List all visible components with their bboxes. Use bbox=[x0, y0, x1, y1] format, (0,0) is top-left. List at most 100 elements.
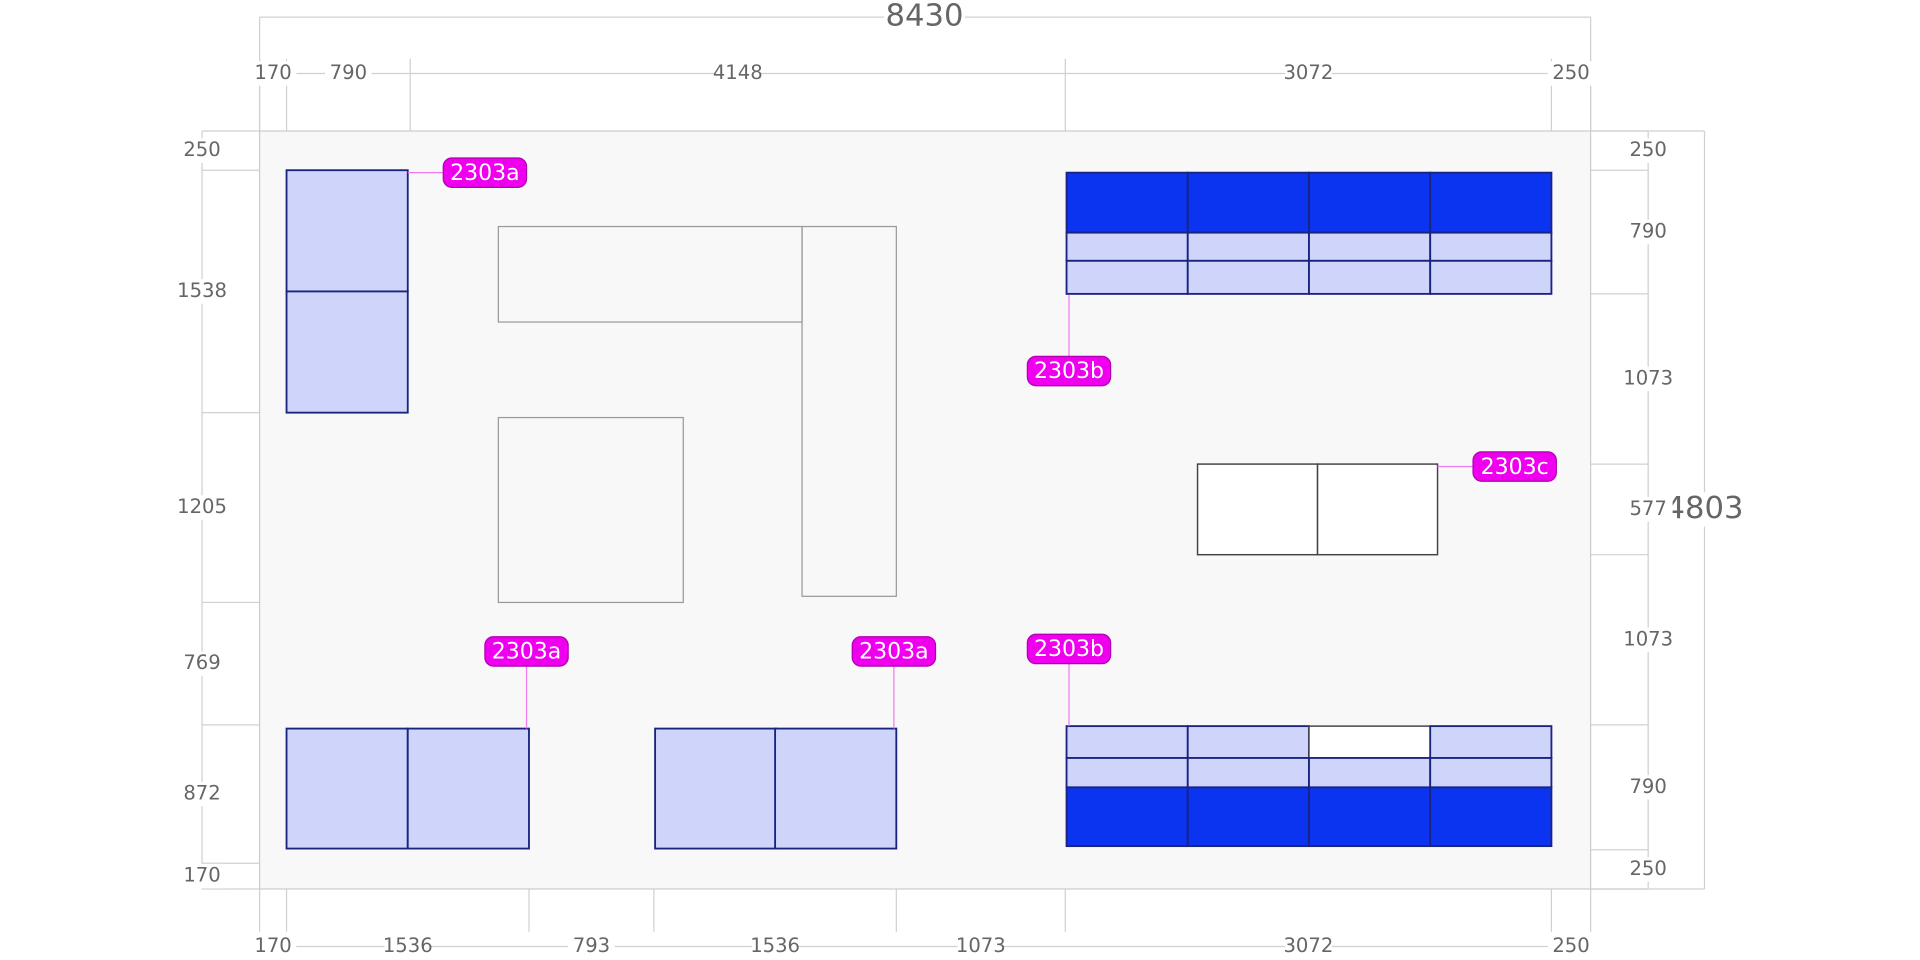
module-panel bbox=[1429, 231, 1553, 262]
tag[interactable]: 2303a bbox=[442, 157, 528, 188]
dimension-label: 1538 bbox=[177, 279, 227, 302]
label-bg bbox=[249, 61, 297, 86]
module-panel bbox=[1186, 231, 1310, 262]
label-bg bbox=[177, 279, 227, 304]
overall-width: 8430 bbox=[886, 0, 964, 34]
module-panel bbox=[1308, 171, 1432, 234]
tag[interactable]: 2303a bbox=[484, 636, 569, 667]
tag-label[interactable]: 2303b bbox=[1034, 359, 1104, 384]
module-panel bbox=[774, 727, 898, 850]
label-bg bbox=[384, 934, 432, 959]
dimension-label: 1536 bbox=[383, 934, 433, 957]
module-panel bbox=[1308, 757, 1432, 789]
module-panel bbox=[1065, 259, 1189, 295]
module-panel bbox=[1065, 786, 1189, 848]
label-bg bbox=[177, 138, 227, 163]
dimension-label: 790 bbox=[1629, 220, 1666, 243]
dimension-label: 250 bbox=[1552, 61, 1589, 84]
outline bbox=[801, 225, 897, 597]
label-bg bbox=[177, 651, 227, 676]
module-panel bbox=[406, 727, 530, 850]
dimension-label: 1205 bbox=[177, 495, 227, 518]
dimension-label: 1073 bbox=[956, 934, 1006, 957]
label-bg bbox=[177, 863, 227, 889]
dimension-label: 769 bbox=[183, 651, 220, 674]
dimension-label: 250 bbox=[1629, 857, 1666, 880]
module-panel bbox=[1065, 171, 1189, 234]
module-panel bbox=[1186, 171, 1310, 234]
module-panel bbox=[1065, 231, 1189, 262]
module-panel bbox=[1308, 259, 1432, 295]
dimension-label: 1073 bbox=[1623, 627, 1673, 650]
module-panel bbox=[285, 290, 409, 414]
tag[interactable]: 2303b bbox=[1026, 355, 1112, 387]
label-bg bbox=[1623, 138, 1673, 163]
label-bg bbox=[177, 495, 227, 520]
dimension-label: 170 bbox=[183, 864, 220, 887]
dimension-label: 4148 bbox=[713, 61, 763, 84]
label-bg bbox=[1623, 775, 1673, 800]
label-bg bbox=[751, 934, 799, 959]
label-bg bbox=[1623, 366, 1673, 392]
tag-label[interactable]: 2303a bbox=[450, 161, 520, 186]
label-bg bbox=[1623, 219, 1673, 245]
label-bg bbox=[249, 934, 297, 959]
tag-bg[interactable] bbox=[484, 636, 569, 667]
label-bg bbox=[714, 61, 762, 86]
tag-bg[interactable] bbox=[1026, 633, 1112, 665]
label-bg bbox=[1547, 61, 1595, 86]
dimension-label: 250 bbox=[1629, 138, 1666, 161]
tag-label[interactable]: 2303a bbox=[492, 640, 562, 665]
dimension-label: 793 bbox=[573, 934, 610, 957]
module-panel bbox=[1196, 463, 1319, 556]
tag-label[interactable]: 2303c bbox=[1481, 455, 1549, 480]
dimension-label: 3072 bbox=[1283, 61, 1333, 84]
module-panel bbox=[285, 169, 409, 293]
module-panel bbox=[1186, 259, 1310, 295]
modules bbox=[285, 169, 1553, 850]
dimension-label: 790 bbox=[330, 61, 367, 84]
module-panel bbox=[1429, 259, 1553, 295]
dimension-label: 250 bbox=[1552, 934, 1589, 957]
tag[interactable]: 2303a bbox=[851, 636, 937, 667]
dimension-label: 250 bbox=[183, 138, 220, 161]
label-bg bbox=[1623, 497, 1673, 522]
dimension-label: 1536 bbox=[750, 934, 800, 957]
label-bg bbox=[1623, 627, 1673, 653]
dimension-label: 1073 bbox=[1623, 366, 1673, 389]
module-panel bbox=[1065, 757, 1189, 789]
dimension-label: 3072 bbox=[1283, 934, 1333, 957]
module-panel bbox=[285, 727, 409, 850]
label-bg bbox=[1623, 857, 1673, 882]
tag-bg[interactable] bbox=[1026, 355, 1112, 387]
module-panel bbox=[1429, 757, 1553, 789]
label-bg bbox=[957, 934, 1005, 959]
tag[interactable]: 2303b bbox=[1026, 633, 1112, 665]
dimension-label: 170 bbox=[254, 934, 291, 957]
module-panel bbox=[1186, 757, 1310, 789]
tag-bg[interactable] bbox=[442, 157, 528, 188]
module-panel bbox=[1308, 786, 1432, 848]
module-panel bbox=[1429, 786, 1553, 848]
dimension-label: 170 bbox=[254, 61, 291, 84]
overall-height: 4803 bbox=[1666, 491, 1744, 526]
label-bg bbox=[1667, 492, 1742, 527]
outline bbox=[497, 416, 684, 604]
module-panel bbox=[1429, 171, 1553, 234]
label-bg bbox=[1285, 934, 1332, 959]
module-panel bbox=[1186, 725, 1310, 759]
label-bg bbox=[1285, 61, 1332, 86]
label-bg bbox=[325, 61, 372, 86]
tag-bg[interactable] bbox=[1472, 451, 1557, 482]
tag-label[interactable]: 2303a bbox=[859, 640, 929, 665]
tag-label[interactable]: 2303b bbox=[1034, 637, 1104, 662]
tag-bg[interactable] bbox=[851, 636, 937, 667]
outlines bbox=[497, 225, 897, 604]
dimension-label: 577 bbox=[1629, 497, 1666, 520]
dimension-label: 790 bbox=[1629, 775, 1666, 798]
tag[interactable]: 2303c bbox=[1472, 451, 1557, 482]
module-panel bbox=[1186, 786, 1310, 848]
module-panel bbox=[1308, 231, 1432, 262]
